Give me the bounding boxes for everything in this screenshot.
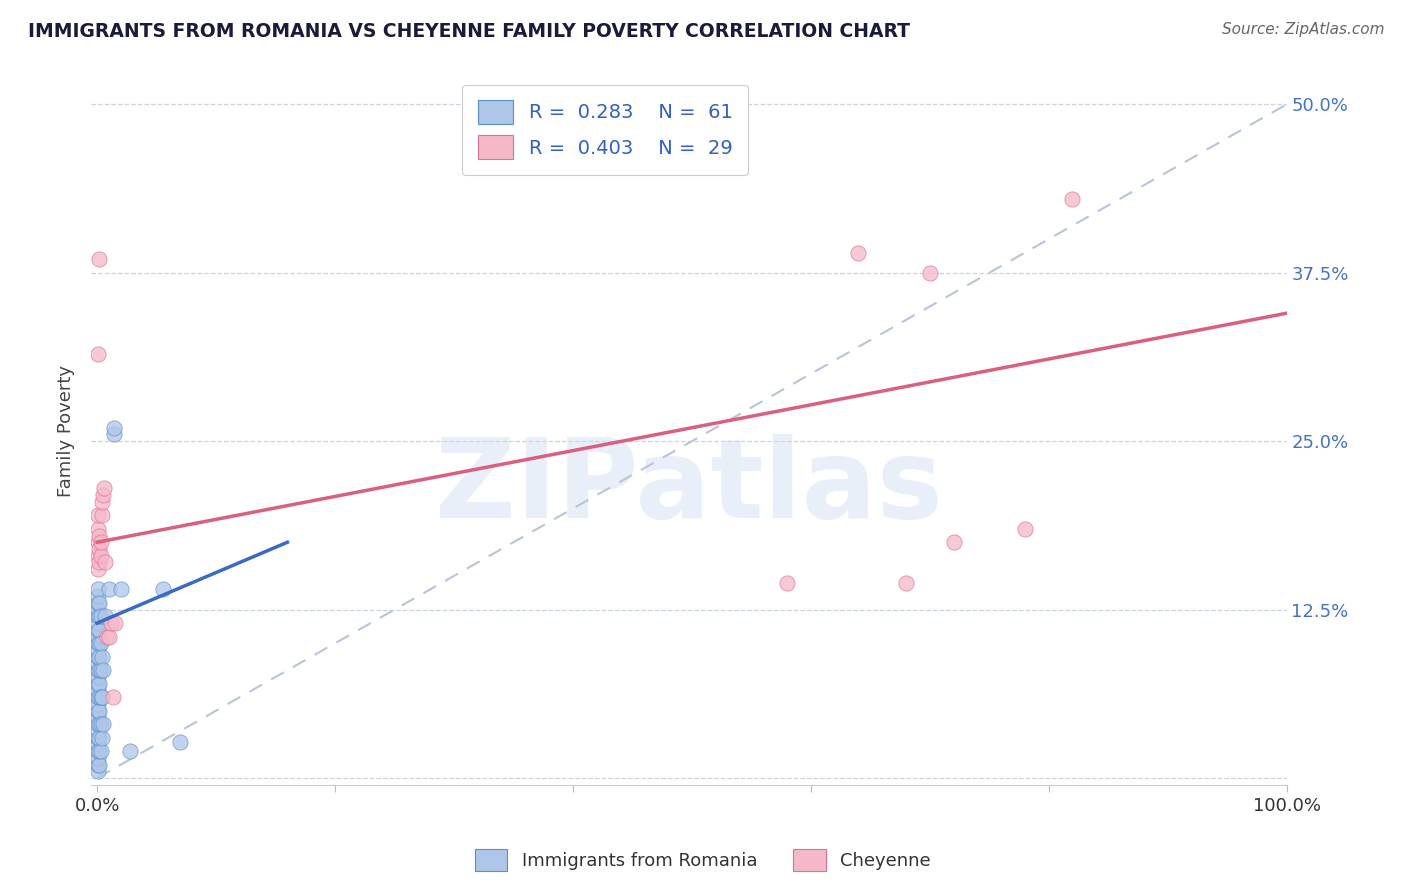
Point [89,541,111,556]
Point [110,582,132,597]
Point [87,596,110,610]
Point [87,589,110,603]
Point [90,495,112,509]
Point [87,522,110,536]
Point [90,744,112,758]
Point [87,602,110,616]
Point [90,663,112,677]
Point [89,757,111,772]
Point [87,582,110,597]
Point [89,636,111,650]
Point [103,427,125,442]
Point [1014,522,1036,536]
Point [87,657,110,671]
Point [87,649,110,664]
Point [91,663,114,677]
Point [87,670,110,684]
Point [89,623,111,637]
Point [87,643,110,657]
Point [89,663,111,677]
Point [87,731,110,745]
Point [89,649,111,664]
Point [89,252,111,267]
Point [90,508,112,523]
Point [87,764,110,779]
Point [89,704,111,718]
Point [918,266,941,280]
Point [87,535,110,549]
Point [942,535,965,549]
Point [87,737,110,751]
Point [89,556,111,570]
Point [776,575,799,590]
Point [89,731,111,745]
Point [87,623,110,637]
Point [101,690,124,705]
Point [152,582,174,597]
Point [87,723,110,738]
Point [87,616,110,631]
Point [87,690,110,705]
Point [87,717,110,731]
Point [89,676,111,690]
Point [120,744,142,758]
Point [90,609,112,624]
Point [87,757,110,772]
Point [94,556,117,570]
Point [89,596,111,610]
Point [87,744,110,758]
Point [96,630,118,644]
Point [87,676,110,690]
Point [89,744,111,758]
Point [90,636,112,650]
Point [89,717,111,731]
Point [91,717,114,731]
Y-axis label: Family Poverty: Family Poverty [58,365,75,497]
Point [87,751,110,765]
Point [90,549,112,563]
Point [87,697,110,711]
Point [90,690,112,705]
Point [169,734,191,748]
Point [98,582,121,597]
Point [89,690,111,705]
Text: ZIPatlas: ZIPatlas [434,434,943,541]
Point [90,690,112,705]
Point [90,731,112,745]
Text: Source: ZipAtlas.com: Source: ZipAtlas.com [1222,22,1385,37]
Point [87,630,110,644]
Legend: R =  0.283    N =  61, R =  0.403    N =  29: R = 0.283 N = 61, R = 0.403 N = 29 [463,85,748,175]
Point [93,481,115,495]
Legend: Immigrants from Romania, Cheyenne: Immigrants from Romania, Cheyenne [468,842,938,879]
Point [87,683,110,698]
Point [103,421,125,435]
Point [87,636,110,650]
Point [91,488,114,502]
Point [87,704,110,718]
Point [90,535,112,549]
Point [87,710,110,724]
Point [87,346,110,360]
Point [89,609,111,624]
Point [89,528,111,542]
Point [87,508,110,523]
Text: IMMIGRANTS FROM ROMANIA VS CHEYENNE FAMILY POVERTY CORRELATION CHART: IMMIGRANTS FROM ROMANIA VS CHEYENNE FAMI… [28,22,910,41]
Point [87,609,110,624]
Point [1062,192,1084,206]
Point [848,245,870,260]
Point [100,616,122,631]
Point [87,562,110,576]
Point [94,609,117,624]
Point [87,549,110,563]
Point [90,649,112,664]
Point [98,630,121,644]
Point [87,663,110,677]
Point [894,575,917,590]
Point [104,616,127,631]
Point [90,717,112,731]
